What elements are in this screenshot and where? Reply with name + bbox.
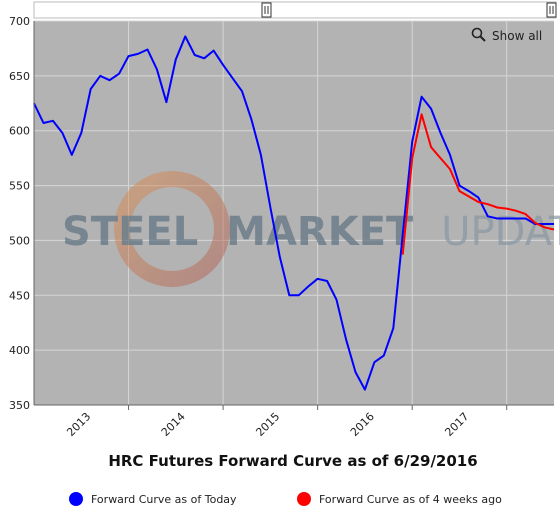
navigator-left-handle[interactable]	[261, 2, 272, 18]
chart-title: HRC Futures Forward Curve as of 6/29/201…	[108, 452, 477, 470]
series-line-4-weeks-ago[interactable]	[401, 113, 555, 255]
legend-item-4-weeks-ago[interactable]: Forward Curve as of 4 weeks ago	[297, 492, 502, 506]
y-tick-label: 650	[9, 70, 30, 83]
x-axis-ticks: 2013 2014 2015 2016 2017	[64, 405, 508, 439]
x-tick-label: 2016	[348, 410, 377, 439]
y-tick-label: 700	[9, 15, 30, 28]
watermark-logo: STEEL MARKET UPDATE	[62, 171, 560, 287]
x-tick-label: 2017	[442, 410, 471, 439]
y-tick-label: 450	[9, 289, 30, 302]
x-tick-label: 2013	[64, 410, 93, 439]
x-tick-label: 2014	[159, 410, 188, 439]
zoom-icon	[471, 27, 486, 42]
legend-label-4-weeks-ago: Forward Curve as of 4 weeks ago	[319, 493, 502, 506]
watermark-ring	[114, 171, 230, 287]
y-tick-label: 500	[9, 234, 30, 247]
grid-lines	[34, 20, 554, 405]
navigator-right-handle[interactable]	[546, 2, 557, 18]
legend-label-today: Forward Curve as of Today	[91, 493, 237, 506]
legend-marker-4-weeks-ago	[297, 492, 311, 506]
watermark-word-1: STEEL	[62, 209, 198, 255]
y-tick-label: 550	[9, 180, 30, 193]
watermark-word-2: MARKET	[226, 209, 414, 255]
navigator-bar[interactable]	[33, 1, 557, 19]
series-line-today[interactable]	[33, 35, 554, 391]
svg-text:STEEL MARKET UPDAT: STEEL MARKET UPDATE	[62, 209, 560, 255]
y-tick-label: 350	[9, 399, 30, 412]
show-all-button[interactable]: Show all	[471, 27, 543, 44]
show-all-label: Show all	[492, 29, 542, 43]
y-axis-ticks: 350 400 450 500 550 600 650 700	[9, 15, 30, 412]
series-layer	[33, 35, 555, 391]
watermark-word-3: UPDATE	[441, 209, 560, 255]
legend-item-today[interactable]: Forward Curve as of Today	[69, 492, 237, 506]
legend-marker-today	[69, 492, 83, 506]
x-tick-label: 2015	[253, 410, 282, 439]
legend: Forward Curve as of Today Forward Curve …	[69, 492, 502, 506]
y-tick-label: 600	[9, 125, 30, 138]
y-tick-label: 400	[9, 344, 30, 357]
